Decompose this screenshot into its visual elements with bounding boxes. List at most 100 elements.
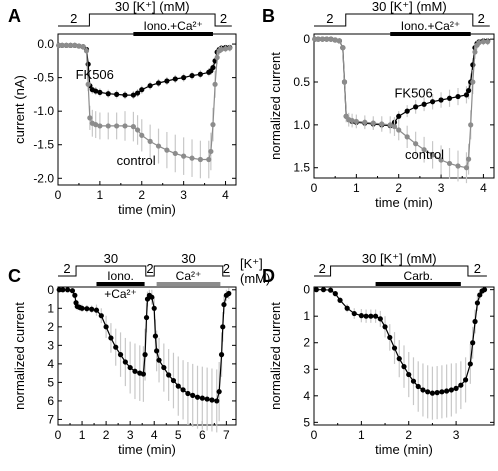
data-point (122, 359, 128, 365)
data-point (485, 39, 491, 45)
x-axis-label: time (min) (375, 442, 433, 457)
data-point (197, 71, 203, 77)
data-point (130, 124, 136, 130)
data-point (438, 97, 444, 103)
data-point (438, 157, 444, 163)
data-point (468, 122, 474, 128)
protocol-label: 2 (63, 261, 70, 276)
data-point (446, 160, 453, 167)
data-point (340, 45, 346, 51)
panel-letter: C (8, 266, 21, 286)
protocol-label: 2 (220, 11, 227, 26)
data-point (370, 120, 376, 126)
drug-bar-label: Ca²⁺ (176, 269, 202, 283)
data-point (114, 123, 120, 129)
series-annotation: control (405, 147, 444, 162)
protocol-label: 2 (474, 261, 481, 276)
data-point (83, 48, 90, 54)
y-tick-label: 6 (47, 394, 54, 408)
data-point (210, 64, 216, 71)
data-point (85, 81, 91, 87)
data-point (114, 91, 120, 97)
data-point (372, 313, 379, 319)
series-control (312, 36, 491, 184)
data-point (63, 42, 69, 49)
data-point (140, 371, 146, 377)
data-point (480, 39, 487, 45)
data-point (208, 148, 214, 155)
x-tick-label: 0 (55, 428, 62, 442)
data-point (324, 36, 330, 42)
data-point (404, 108, 410, 114)
plot-frame (57, 286, 237, 426)
data-point (396, 356, 402, 362)
data-point (76, 43, 82, 49)
data-point (425, 389, 431, 395)
data-point (60, 287, 66, 293)
series-data (56, 287, 232, 433)
data-point (147, 138, 153, 144)
protocol-label: 2 (146, 261, 153, 276)
data-point (477, 292, 483, 298)
protocol-label: 2 (319, 261, 326, 276)
data-point (156, 357, 162, 363)
data-point (155, 80, 162, 86)
data-point (377, 316, 383, 322)
data-point (410, 378, 417, 384)
x-axis-label: time (min) (118, 202, 176, 217)
panel-a: A 0 1 2 3 4 0.0 -0.5 -1.0 -1.5 -2.0 time (min) curre… (8, 0, 237, 217)
protocol-trace (58, 265, 230, 277)
protocol-unit-label: [K⁺] (240, 256, 263, 271)
data-point (97, 89, 103, 95)
data-point (337, 297, 343, 303)
data-point (149, 294, 155, 300)
protocol-unit-label-2: (mM) (240, 271, 270, 286)
drug-bar (156, 282, 221, 286)
data-point (448, 387, 454, 393)
series-line (59, 289, 230, 402)
panel-b: B 0 1 2 3 4 0 0.5 1.0 1.5 time (min) normalized cur… (262, 0, 495, 210)
data-point (336, 38, 343, 44)
data-point (113, 344, 119, 350)
y-tick-label: 2 (303, 336, 310, 350)
data-point (472, 318, 478, 325)
data-point (139, 132, 145, 138)
protocol-label: 30 [K⁺] (mM) (372, 0, 447, 14)
y-tick-label: 7 (47, 412, 54, 426)
protocol-label: 30 (181, 251, 195, 266)
data-point (353, 118, 359, 125)
data-point (429, 99, 436, 105)
series-line (316, 289, 485, 394)
data-point (363, 313, 369, 319)
data-point (105, 91, 111, 97)
data-point (185, 390, 191, 397)
data-point (93, 122, 99, 128)
data-point (327, 287, 334, 293)
y-tick-label: -0.5 (33, 71, 54, 85)
data-point (341, 79, 348, 85)
data-point (439, 389, 445, 395)
data-point (93, 88, 99, 94)
panel-letter: D (262, 266, 275, 286)
panel-letter: A (8, 6, 21, 26)
data-point (387, 334, 393, 341)
y-axis-label: normalized current (268, 52, 283, 160)
data-point (429, 390, 436, 396)
data-point (420, 387, 426, 393)
data-point (93, 307, 100, 313)
data-point (152, 333, 159, 339)
data-point (349, 117, 355, 124)
data-point (227, 45, 233, 51)
y-axis-label: current (nA) (12, 75, 27, 144)
data-point (59, 42, 65, 49)
data-point (122, 92, 128, 98)
data-point (387, 122, 393, 128)
x-tick-label: 3 (180, 188, 187, 202)
data-point (180, 387, 186, 393)
data-point (194, 394, 201, 400)
data-point (56, 287, 62, 293)
data-point (212, 81, 218, 87)
data-point (453, 385, 459, 391)
x-tick-label: 0 (311, 181, 318, 195)
drug-bar-label: Iono.+Ca²⁺ (143, 19, 202, 33)
